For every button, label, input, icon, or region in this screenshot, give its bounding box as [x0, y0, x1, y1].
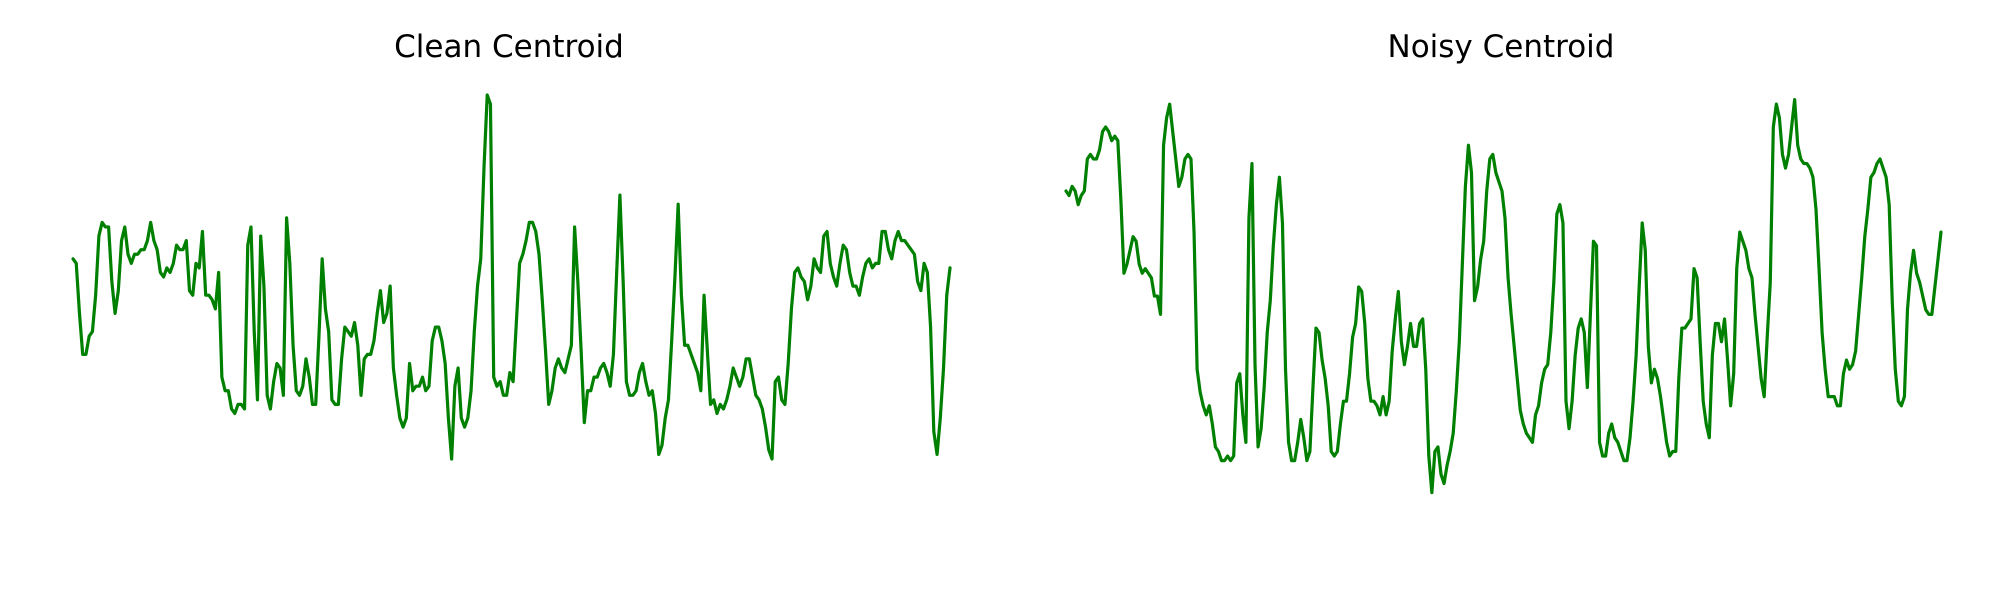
clean-centroid-title: Clean Centroid — [394, 29, 624, 65]
noisy-centroid-title: Noisy Centroid — [1388, 29, 1615, 65]
noisy-centroid-panel: Noisy Centroid — [1064, 29, 1943, 495]
clean-centroid-line — [71, 93, 952, 461]
noisy-centroid-line — [1064, 97, 1943, 495]
clean-centroid-panel: Clean Centroid — [71, 29, 952, 461]
